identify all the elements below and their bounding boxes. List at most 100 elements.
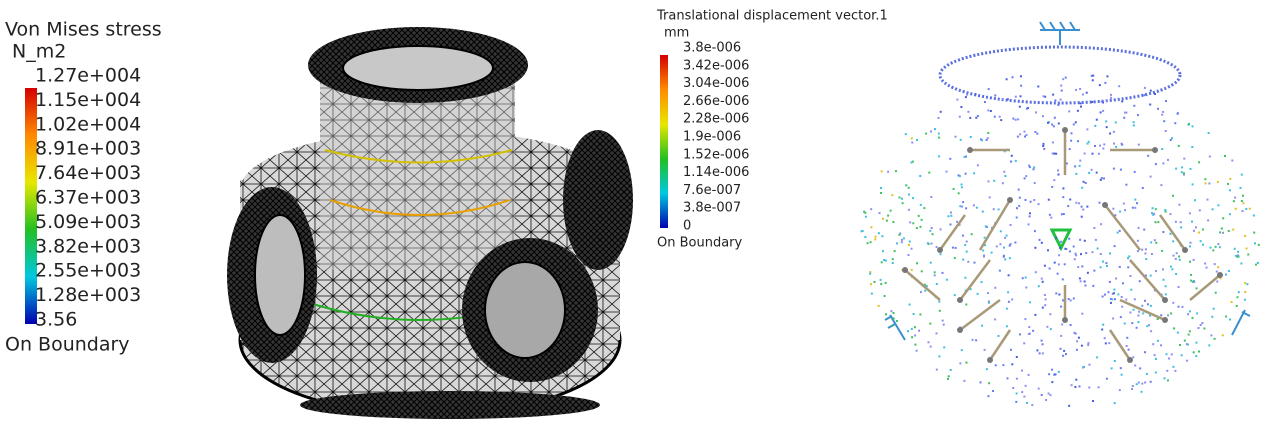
cloud-point — [1228, 270, 1230, 272]
cloud-point — [1157, 221, 1159, 223]
cloud-point — [1049, 214, 1051, 216]
cloud-point — [1138, 144, 1140, 146]
displacement-arrow — [1130, 260, 1165, 300]
cloud-point — [948, 375, 950, 377]
cloud-point — [1155, 221, 1157, 223]
cloud-point — [1229, 189, 1231, 191]
cloud-point — [1030, 201, 1032, 203]
cloud-point — [912, 197, 914, 199]
cloud-point — [1028, 326, 1030, 328]
cloud-point — [975, 339, 977, 341]
cloud-point — [988, 395, 990, 397]
cloud-point — [1079, 88, 1081, 90]
cloud-point — [1042, 307, 1044, 309]
cloud-point — [1150, 381, 1152, 383]
legend-title: Von Mises stress — [5, 19, 162, 41]
cloud-point — [1216, 271, 1218, 273]
cloud-point — [1092, 400, 1094, 402]
cloud-point — [1096, 172, 1098, 174]
cloud-point — [1121, 100, 1123, 102]
cloud-point — [1113, 131, 1115, 133]
cloud-point — [953, 188, 955, 190]
cloud-point — [998, 335, 1000, 337]
cloud-point — [959, 362, 961, 364]
cloud-point — [1146, 325, 1148, 327]
cloud-point — [1042, 115, 1044, 117]
cloud-point — [946, 171, 948, 173]
cloud-point — [1179, 344, 1181, 346]
cloud-point — [1172, 302, 1174, 304]
cloud-point — [892, 258, 894, 260]
cloud-point — [919, 175, 921, 177]
cloud-point — [1019, 333, 1021, 335]
cloud-point — [1100, 253, 1102, 255]
cloud-point — [975, 117, 977, 119]
cloud-point — [1155, 372, 1157, 374]
cloud-point — [975, 93, 977, 95]
cloud-point — [1067, 205, 1069, 207]
scene: Von Mises stress N_m2 On Boundary 1.27e+… — [0, 0, 1273, 426]
cloud-point — [1097, 248, 1099, 250]
legend-labels: 3.8e-0063.42e-0063.04e-0062.66e-0062.28e… — [683, 41, 749, 234]
cloud-point — [1012, 76, 1014, 78]
cloud-point — [1215, 246, 1217, 248]
legend-label: 3.8e-006 — [683, 41, 741, 56]
cloud-point — [1015, 160, 1017, 162]
cloud-point — [911, 269, 913, 271]
cloud-point — [946, 279, 948, 281]
cloud-point — [986, 139, 988, 141]
cloud-point — [1100, 266, 1102, 268]
cloud-point — [1178, 204, 1180, 206]
cloud-point — [879, 212, 881, 214]
cloud-point — [1106, 100, 1108, 102]
cloud-point — [1125, 112, 1127, 114]
cloud-point — [1084, 281, 1086, 283]
legend-label: 5.09e+003 — [35, 211, 141, 233]
cloud-point — [1165, 293, 1167, 295]
cloud-point — [1244, 235, 1246, 237]
cloud-point — [1108, 342, 1110, 344]
cloud-point — [1102, 110, 1104, 112]
cloud-point — [1219, 231, 1221, 233]
cloud-point — [1155, 163, 1157, 165]
cloud-point — [1060, 348, 1062, 350]
arrow-head — [902, 267, 908, 273]
legend-label: 2.66e-006 — [683, 94, 749, 109]
cloud-point — [1114, 360, 1116, 362]
cloud-point — [1191, 221, 1193, 223]
cloud-point — [967, 261, 969, 263]
cloud-point — [1229, 319, 1231, 321]
cloud-point — [864, 236, 866, 238]
cloud-point — [870, 226, 872, 228]
cloud-point — [955, 136, 957, 138]
cloud-point — [1034, 314, 1036, 316]
cloud-point — [1192, 183, 1194, 185]
cloud-point — [1246, 248, 1248, 250]
cloud-point — [1036, 133, 1038, 135]
cloud-point — [972, 339, 974, 341]
cloud-point — [1200, 240, 1202, 242]
cloud-point — [893, 317, 895, 319]
cloud-point — [1171, 137, 1173, 139]
cloud-point — [1081, 265, 1083, 267]
cloud-point — [956, 99, 958, 101]
cloud-point — [1034, 131, 1036, 133]
cloud-point — [971, 233, 973, 235]
cloud-point — [1003, 171, 1005, 173]
cloud-point — [986, 368, 988, 370]
color-bar — [660, 55, 668, 228]
displacement-arrow — [940, 215, 965, 250]
cloud-point — [901, 198, 903, 200]
cloud-point — [1245, 208, 1247, 210]
cloud-point — [880, 192, 882, 194]
cloud-point — [938, 155, 940, 157]
cloud-point — [1038, 285, 1040, 287]
cloud-point — [964, 244, 966, 246]
cloud-point — [870, 241, 872, 243]
cloud-point — [1051, 369, 1053, 371]
cloud-point — [1074, 386, 1076, 388]
cloud-point — [943, 346, 945, 348]
cloud-point — [1106, 126, 1108, 128]
cloud-point — [1055, 292, 1057, 294]
cloud-point — [1017, 118, 1019, 120]
